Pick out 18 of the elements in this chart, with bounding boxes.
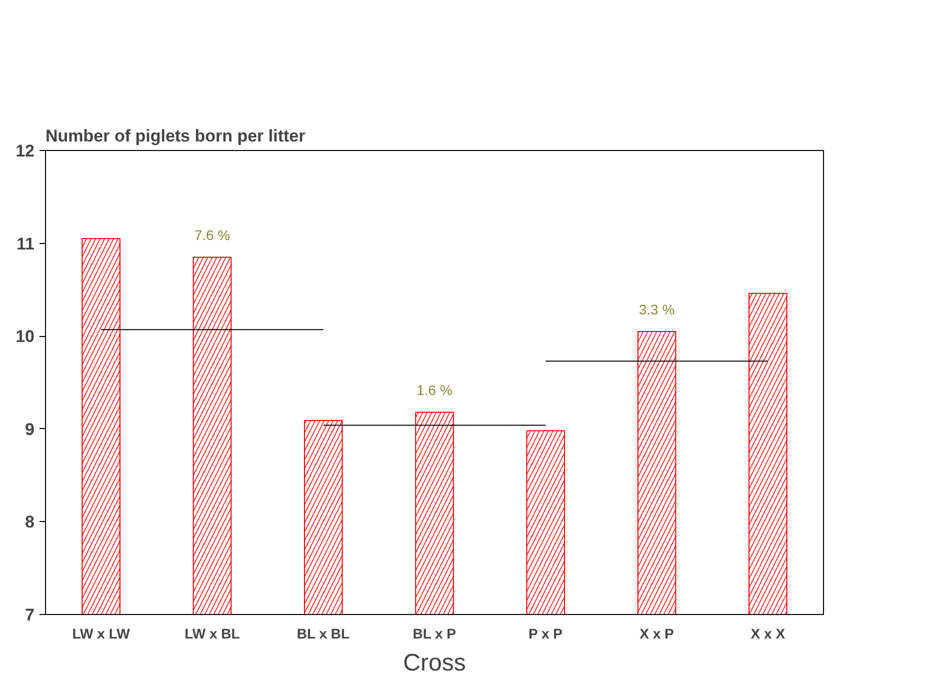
x-tick-label: P x P — [528, 626, 563, 642]
x-tick-label: LW x BL — [184, 626, 240, 642]
y-tick-label: 9 — [25, 420, 35, 439]
x-axis-title: Cross — [403, 650, 466, 676]
annotation: 1.6 % — [416, 382, 452, 398]
annotation: 3.3 % — [638, 301, 675, 318]
y-tick-label: 10 — [16, 327, 35, 346]
x-tick-label: X x X — [750, 626, 786, 642]
y-tick-label: 11 — [16, 234, 35, 254]
y-tick-label: 12 — [16, 142, 35, 160]
x-tick-label: LW x LW — [72, 626, 131, 642]
x-tick-label: BL x BL — [296, 626, 350, 642]
x-tick-label: X x P — [640, 626, 674, 642]
chart-title: Number of piglets born per litter — [46, 126, 306, 146]
y-tick-label: 8 — [25, 512, 35, 532]
y-tick-label: 7 — [25, 606, 35, 624]
annotation: 7.6 % — [194, 227, 230, 244]
x-tick-label: BL x P — [412, 626, 456, 642]
